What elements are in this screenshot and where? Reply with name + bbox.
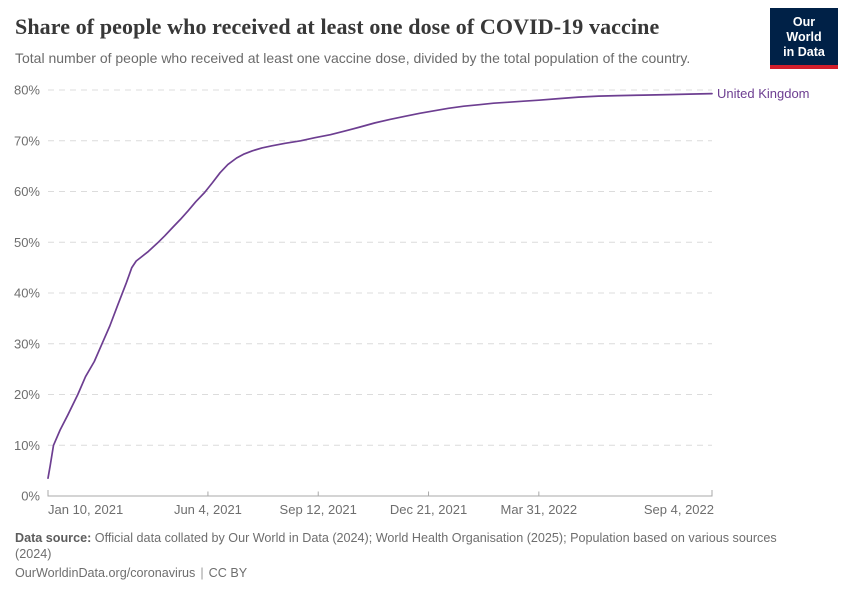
y-tick-label-50: 50% <box>14 235 40 250</box>
y-tick-label-60: 60% <box>14 184 40 199</box>
footer-separator: | <box>200 566 204 580</box>
x-tick-label-4: Mar 31, 2022 <box>501 502 578 517</box>
series-label-united-kingdom[interactable]: United Kingdom <box>717 86 810 102</box>
chart-title: Share of people who received at least on… <box>15 14 660 39</box>
x-tick-label-0: Jan 10, 2021 <box>48 502 123 517</box>
y-tick-label-0: 0% <box>21 489 40 504</box>
y-tick-label-70: 70% <box>14 133 40 148</box>
series-line-united-kingdom[interactable] <box>47 92 713 480</box>
x-tick-label-3: Dec 21, 2021 <box>390 502 467 517</box>
data-source-text: Official data collated by Our World in D… <box>15 531 777 562</box>
data-source-label: Data source: <box>15 531 92 545</box>
owid-url-link[interactable]: OurWorldinData.org/coronavirus <box>15 566 196 580</box>
x-tick-label-2: Sep 12, 2021 <box>280 502 357 517</box>
x-tick-label-5: Sep 4, 2022 <box>644 502 714 517</box>
y-tick-label-40: 40% <box>14 286 40 301</box>
x-tick-label-1: Jun 4, 2021 <box>174 502 242 517</box>
chart-subtitle: Total number of people who received at l… <box>15 50 691 66</box>
data-source-note: Data source: Official data collated by O… <box>15 530 815 563</box>
owid-logo-line2: in Data <box>783 45 825 59</box>
y-tick-label-30: 30% <box>14 336 40 351</box>
owid-logo-line1: Our World <box>786 15 822 44</box>
owid-logo[interactable]: Our World in Data <box>770 8 838 69</box>
y-tick-label-20: 20% <box>14 387 40 402</box>
license-link[interactable]: CC BY <box>208 566 248 580</box>
footer-links: OurWorldinData.org/coronavirus | CC BY <box>15 566 247 580</box>
y-tick-label-10: 10% <box>14 438 40 453</box>
y-tick-label-80: 80% <box>14 83 40 98</box>
